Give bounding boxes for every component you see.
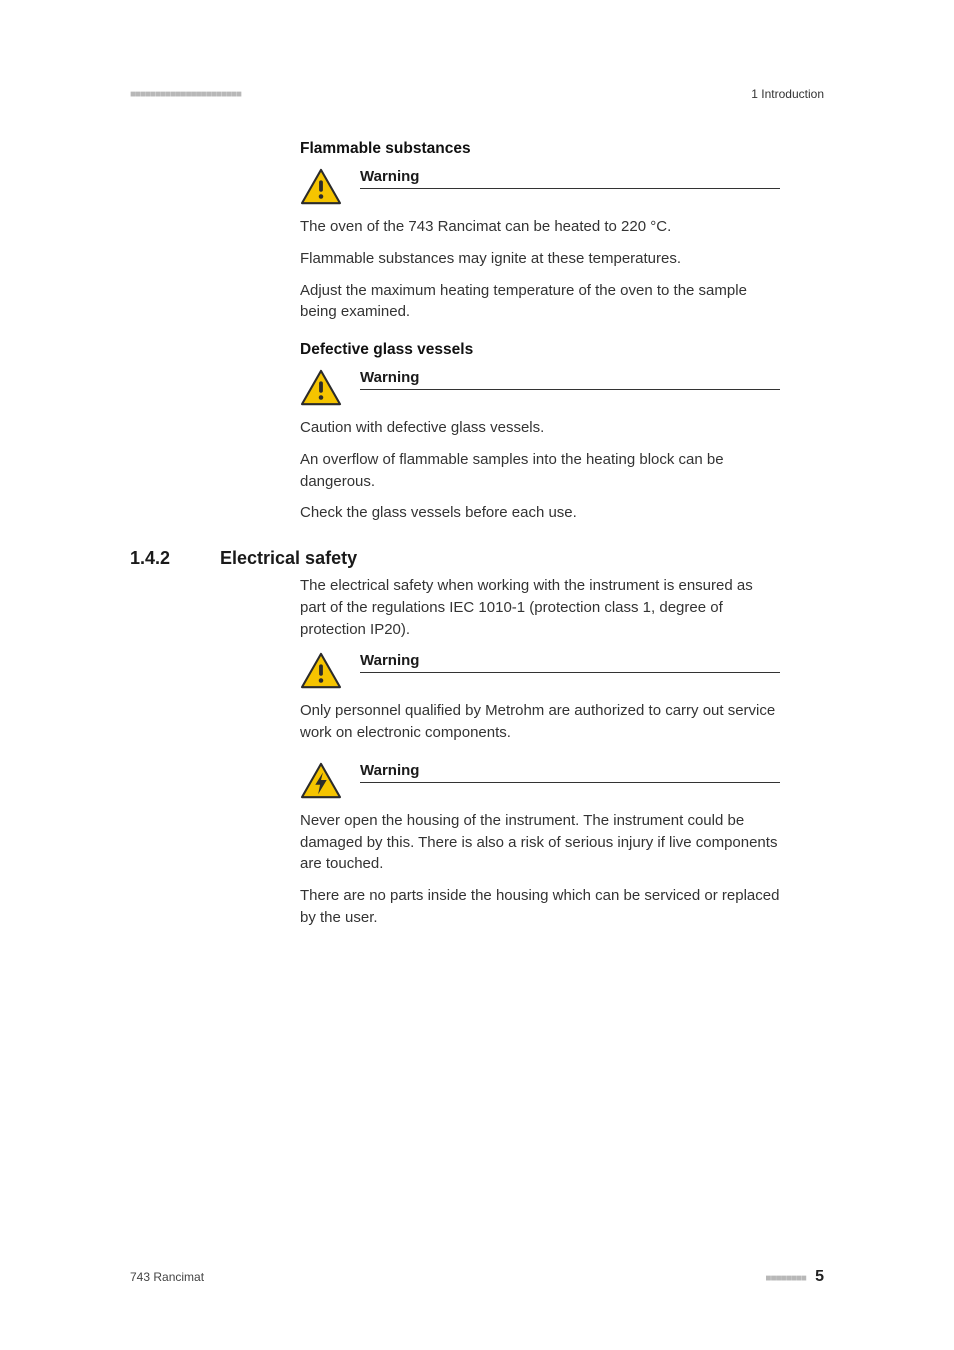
section-heading-row: 1.4.2 Electrical safety bbox=[130, 548, 780, 569]
header-squares: ■■■■■■■■■■■■■■■■■■■■■■ bbox=[130, 89, 241, 100]
paragraph: Caution with defective glass vessels. bbox=[300, 417, 780, 439]
page-number: 5 bbox=[815, 1268, 824, 1285]
footer-product: 743 Rancimat bbox=[130, 1270, 204, 1284]
footer-squares: ■■■■■■■■ bbox=[765, 1273, 805, 1284]
warning-body: Caution with defective glass vessels. An… bbox=[300, 417, 780, 524]
breadcrumb: 1 Introduction bbox=[751, 87, 824, 101]
warning-label: Warning bbox=[360, 369, 780, 390]
footer-right: ■■■■■■■■ 5 bbox=[765, 1268, 824, 1286]
warning-label-block: Warning bbox=[360, 762, 780, 783]
paragraph: Check the glass vessels before each use. bbox=[300, 502, 780, 524]
section-number: 1.4.2 bbox=[130, 548, 220, 569]
warning-icon bbox=[300, 168, 342, 206]
warning-label-block: Warning bbox=[360, 652, 780, 673]
warning-row: Warning bbox=[300, 762, 780, 800]
warning-label: Warning bbox=[360, 652, 780, 673]
heading-flammable: Flammable substances bbox=[300, 140, 780, 158]
section-intro: The electrical safety when working with … bbox=[300, 575, 780, 640]
warning-label: Warning bbox=[360, 168, 780, 189]
paragraph: Flammable substances may ignite at these… bbox=[300, 248, 780, 270]
warning-body: The oven of the 743 Rancimat can be heat… bbox=[300, 216, 780, 323]
page: ■■■■■■■■■■■■■■■■■■■■■■ 1 Introduction Fl… bbox=[0, 0, 954, 1350]
page-footer: 743 Rancimat ■■■■■■■■ 5 bbox=[130, 1268, 824, 1286]
warning-body: Never open the housing of the instrument… bbox=[300, 810, 780, 929]
page-header: ■■■■■■■■■■■■■■■■■■■■■■ 1 Introduction bbox=[130, 87, 824, 101]
warning-block-electrical: Warning Never open the housing of the in… bbox=[300, 762, 780, 929]
warning-label-block: Warning bbox=[360, 369, 780, 390]
paragraph: Only personnel qualified by Metrohm are … bbox=[300, 700, 780, 744]
paragraph: Never open the housing of the instrument… bbox=[300, 810, 780, 875]
section-defective-glass: Defective glass vessels Warning Caution … bbox=[300, 341, 780, 524]
warning-icon bbox=[300, 652, 342, 690]
warning-label-block: Warning bbox=[360, 168, 780, 189]
warning-row: Warning bbox=[300, 369, 780, 407]
paragraph: Adjust the maximum heating temperature o… bbox=[300, 280, 780, 324]
heading-defective-glass: Defective glass vessels bbox=[300, 341, 780, 359]
section-title: Electrical safety bbox=[220, 548, 357, 569]
warning-row: Warning bbox=[300, 168, 780, 206]
warning-label: Warning bbox=[360, 762, 780, 783]
paragraph: There are no parts inside the housing wh… bbox=[300, 885, 780, 929]
warning-icon bbox=[300, 369, 342, 407]
warning-body: Only personnel qualified by Metrohm are … bbox=[300, 700, 780, 744]
warning-block-service: Warning Only personnel qualified by Metr… bbox=[300, 652, 780, 744]
electrical-warning-icon bbox=[300, 762, 342, 800]
body-content: Flammable substances Warning The oven of… bbox=[300, 140, 780, 929]
paragraph: An overflow of flammable samples into th… bbox=[300, 449, 780, 493]
paragraph: The oven of the 743 Rancimat can be heat… bbox=[300, 216, 780, 238]
section-flammable: Flammable substances Warning The oven of… bbox=[300, 140, 780, 323]
warning-row: Warning bbox=[300, 652, 780, 690]
